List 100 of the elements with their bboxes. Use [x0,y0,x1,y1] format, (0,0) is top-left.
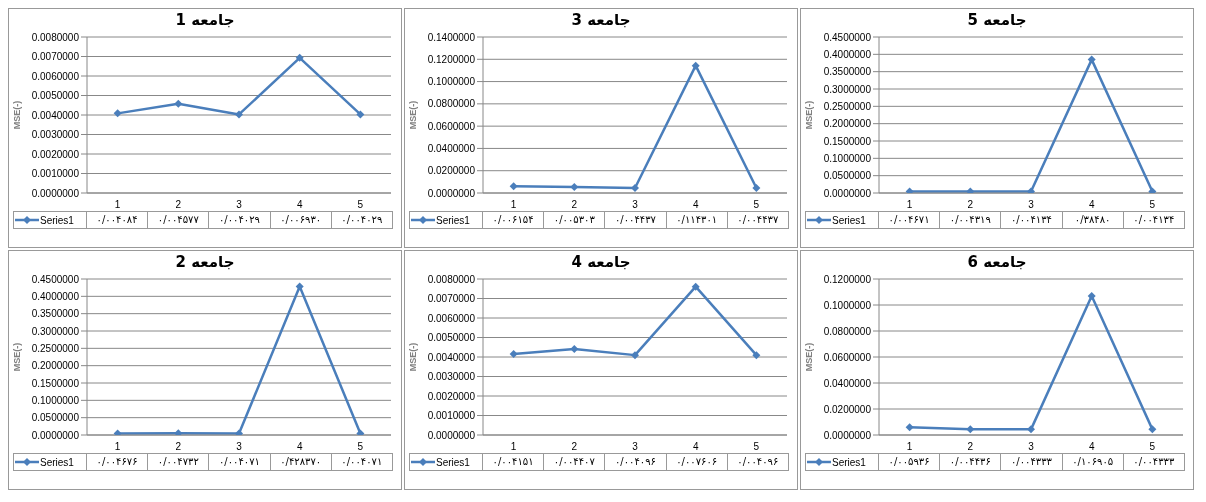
data-label: ۰/۳۸۴۸۰ [1062,211,1124,229]
chart-title: جامعه 6 [966,252,1028,273]
legend-label: Series1 [832,214,866,226]
x-tick-label: 4 [296,441,303,453]
data-label: ۰/۰۰۴۳۳۳ [1123,453,1185,471]
chart-title: جامعه 3 [570,10,632,31]
y-tick-label: 0.0000000 [31,429,80,441]
data-label: ۰/۱۰۶۹۰۵ [1062,453,1124,471]
point [1148,425,1157,434]
legend-label: Series1 [40,214,74,226]
data-label: ۰/۰۰۴۱۳۴ [1123,211,1185,229]
legend-label: Series1 [832,456,866,468]
point [570,183,579,192]
y-tick-label: 0.2500000 [823,100,872,112]
x-tick-label: 4 [692,441,699,453]
data-label: ۰/۰۰۴۳۳۳ [1001,453,1063,471]
y-tick-label: 0.1000000 [427,76,476,88]
y-tick-label: 0.4000000 [823,48,872,60]
data-label: ۰/۰۰۴۶۷۶ [87,453,149,471]
data-label: ۰/۰۰۴۴۰۷ [544,453,606,471]
chart-title: جامعه 4 [570,252,632,273]
data-label: ۰/۰۰۴۱۳۴ [1001,211,1063,229]
x-tick-label: 1 [510,441,517,453]
x-tick-label: 4 [692,199,699,211]
point [295,282,304,291]
data-label: ۰/۰۰۴۰۸۴ [87,211,149,229]
x-tick-label: 5 [753,441,760,453]
y-tick-label: 0.0000000 [427,429,476,441]
point [1087,292,1096,301]
y-axis-title: MSE(-) [408,342,419,372]
data-label: ۰/۰۰۶۹۳۰ [270,211,332,229]
data-label: ۰/۰۰۴۴۳۷ [727,211,789,229]
point [509,182,518,191]
point [235,110,243,119]
y-tick-label: 0.0050000 [427,332,476,344]
point [509,350,518,359]
data-label: ۰/۰۰۴۰۲۹ [209,211,271,229]
y-tick-label: 0.0010000 [427,410,476,422]
x-tick-label: 3 [632,199,639,211]
y-axis-title: MSE(-) [804,342,815,372]
y-tick-label: 0.0020000 [31,148,80,160]
x-tick-label: 3 [1028,441,1035,453]
y-tick-label: 0.1200000 [427,53,476,65]
y-tick-label: 0.4000000 [31,290,80,302]
y-tick-label: 0.1000000 [823,299,872,311]
y-tick-label: 0.0200000 [823,403,872,415]
y-tick-label: 0.0200000 [427,165,476,177]
x-tick-label: 3 [632,441,639,453]
x-tick-label: 2 [571,199,578,211]
y-tick-label: 0.2000000 [823,118,872,130]
x-tick-label: 3 [236,199,243,211]
y-axis-title: MSE(-) [804,100,815,130]
data-label: ۰/۰۰۵۹۳۶ [879,453,941,471]
x-tick-label: 5 [753,199,760,211]
point [113,109,122,118]
y-tick-label: 0.0080000 [427,273,476,285]
x-tick-label: 5 [357,199,364,211]
data-label: ۰/۰۰۶۱۵۴ [483,211,545,229]
y-tick-label: 0.0600000 [823,351,872,363]
data-label: ۰/۰۰۴۳۱۹ [940,211,1002,229]
point [174,99,183,108]
point [1027,425,1035,434]
y-tick-label: 0.0050000 [31,90,80,102]
x-tick-label: 5 [1149,199,1156,211]
x-tick-label: 1 [114,199,121,211]
y-tick-label: 0.3000000 [823,83,872,95]
data-label: ۰/۰۰۷۶۰۶ [666,453,728,471]
x-tick-label: 3 [1028,199,1035,211]
x-tick-label: 1 [906,441,913,453]
data-label: ۰/۴۲۸۳۷۰ [270,453,332,471]
data-label: ۰/۰۰۴۰۹۶ [727,453,789,471]
legend-label: Series1 [436,456,470,468]
y-tick-label: 0.1200000 [823,273,872,285]
y-tick-label: 0.4500000 [31,273,80,285]
y-axis-title: MSE(-) [408,100,419,130]
point [631,351,639,360]
y-tick-label: 0.0080000 [31,31,80,43]
point [905,423,914,432]
y-tick-label: 0.0000000 [427,187,476,199]
chart-title: جامعه 5 [966,10,1028,31]
point [752,351,761,360]
x-tick-label: 1 [906,199,913,211]
y-tick-label: 0.0040000 [31,109,80,121]
y-tick-label: 0.2000000 [31,360,80,372]
point [356,110,365,119]
data-label: ۰/۱۱۴۳۰۱ [666,211,728,229]
y-tick-label: 0.0800000 [427,98,476,110]
point [691,282,700,291]
x-tick-label: 5 [1149,441,1156,453]
point [631,184,639,193]
data-label: ۰/۰۰۴۰۷۱ [331,453,393,471]
y-tick-label: 0.0010000 [31,168,80,180]
y-tick-label: 0.0600000 [427,120,476,132]
y-tick-label: 0.0060000 [427,312,476,324]
point [691,61,700,70]
x-tick-label: 2 [967,441,974,453]
y-tick-label: 0.3500000 [31,308,80,320]
data-label: ۰/۰۰۴۰۲۹ [331,211,393,229]
y-axis-title: MSE(-) [12,342,23,372]
chart-title: جامعه 1 [174,10,236,31]
